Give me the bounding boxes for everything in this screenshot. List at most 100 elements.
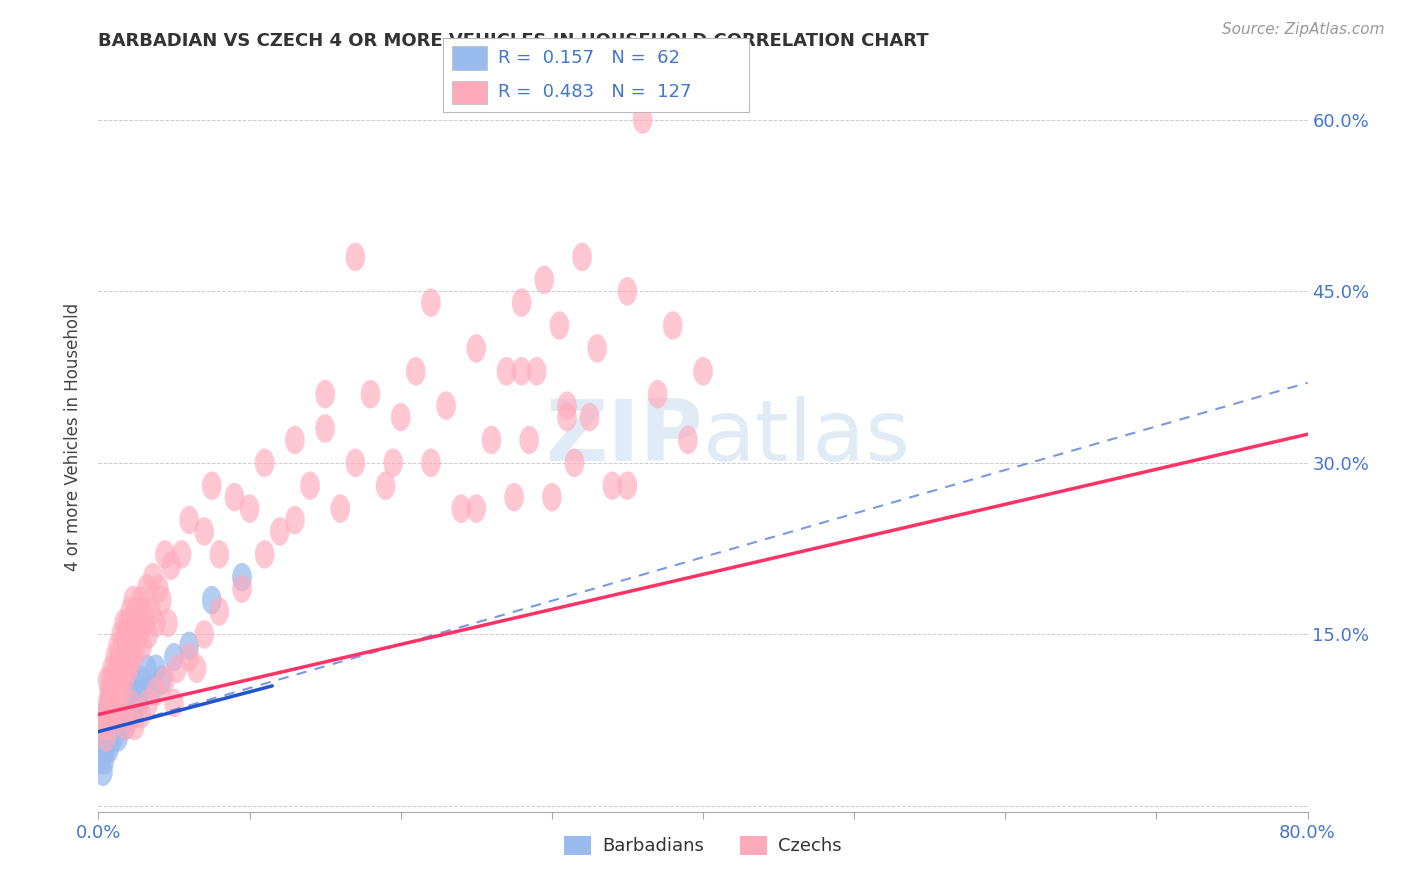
Ellipse shape [391,403,411,432]
Ellipse shape [136,574,156,603]
Ellipse shape [451,494,471,523]
Ellipse shape [122,632,142,660]
Ellipse shape [167,655,187,683]
Ellipse shape [240,494,259,523]
Ellipse shape [110,689,129,717]
Ellipse shape [100,700,120,729]
Ellipse shape [572,243,592,271]
Ellipse shape [180,506,198,534]
Ellipse shape [187,655,207,683]
Ellipse shape [361,380,380,409]
Ellipse shape [165,689,184,717]
Ellipse shape [194,620,214,648]
Ellipse shape [107,655,127,683]
Ellipse shape [97,700,117,729]
Ellipse shape [406,357,426,385]
Ellipse shape [127,689,146,717]
Ellipse shape [124,700,143,729]
Ellipse shape [114,700,134,729]
Ellipse shape [112,655,132,683]
Ellipse shape [104,665,124,695]
Ellipse shape [146,608,166,637]
Ellipse shape [121,643,141,672]
Ellipse shape [105,643,125,672]
Ellipse shape [97,723,117,752]
Ellipse shape [103,712,122,740]
Ellipse shape [111,700,131,729]
Ellipse shape [115,620,135,648]
Ellipse shape [108,723,128,752]
Ellipse shape [121,689,141,717]
Ellipse shape [107,665,127,695]
Ellipse shape [422,449,440,477]
Ellipse shape [125,620,145,648]
Ellipse shape [107,665,127,695]
Ellipse shape [124,586,143,615]
Ellipse shape [117,643,136,672]
Ellipse shape [107,677,127,706]
Ellipse shape [225,483,245,511]
Text: R =  0.483   N =  127: R = 0.483 N = 127 [498,84,692,102]
Ellipse shape [110,643,129,672]
Ellipse shape [527,357,547,385]
Ellipse shape [114,677,134,706]
Ellipse shape [110,665,129,695]
Ellipse shape [550,311,569,340]
Ellipse shape [96,723,115,752]
Ellipse shape [165,643,184,672]
Ellipse shape [143,563,163,591]
Ellipse shape [301,471,319,500]
Text: ZIP: ZIP [546,395,703,479]
Ellipse shape [482,425,501,454]
Ellipse shape [157,608,177,637]
Legend: Barbadians, Czechs: Barbadians, Czechs [557,829,849,863]
Ellipse shape [678,425,697,454]
Ellipse shape [107,689,127,717]
Ellipse shape [103,689,122,717]
Ellipse shape [202,471,222,500]
Ellipse shape [120,655,138,683]
Ellipse shape [107,712,127,740]
Ellipse shape [617,471,637,500]
Ellipse shape [512,357,531,385]
Ellipse shape [128,677,148,706]
Ellipse shape [115,712,135,740]
Ellipse shape [112,632,132,660]
Ellipse shape [134,677,153,706]
Ellipse shape [155,665,174,695]
Ellipse shape [93,734,112,763]
Ellipse shape [103,689,122,717]
Ellipse shape [104,700,124,729]
Ellipse shape [100,712,120,740]
Ellipse shape [270,517,290,546]
Ellipse shape [505,483,524,511]
Ellipse shape [108,632,128,660]
Ellipse shape [254,540,274,568]
Ellipse shape [94,700,114,729]
Ellipse shape [232,574,252,603]
Ellipse shape [142,677,162,706]
Ellipse shape [648,380,668,409]
Ellipse shape [534,266,554,294]
Ellipse shape [579,403,599,432]
Ellipse shape [209,540,229,568]
Ellipse shape [152,665,172,695]
Ellipse shape [467,334,486,363]
Ellipse shape [146,677,166,706]
Ellipse shape [108,677,128,706]
Ellipse shape [108,700,128,729]
Ellipse shape [155,540,174,568]
Ellipse shape [127,632,146,660]
Ellipse shape [121,689,141,717]
Ellipse shape [633,105,652,134]
Ellipse shape [124,643,143,672]
Ellipse shape [138,620,157,648]
Ellipse shape [96,712,115,740]
Ellipse shape [603,471,621,500]
Ellipse shape [131,700,150,729]
Ellipse shape [114,608,134,637]
Ellipse shape [111,620,131,648]
Ellipse shape [100,689,120,717]
Ellipse shape [384,449,404,477]
Ellipse shape [100,677,120,706]
